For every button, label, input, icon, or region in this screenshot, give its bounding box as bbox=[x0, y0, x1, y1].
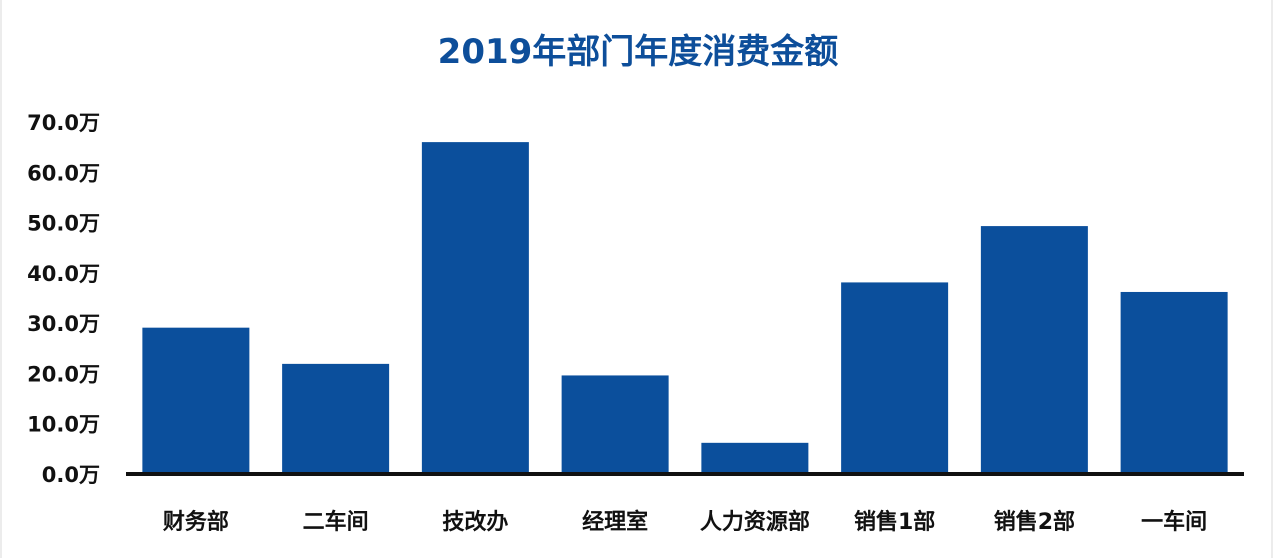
x-category-label: 一车间 bbox=[1141, 509, 1207, 535]
x-category-label: 经理室 bbox=[582, 509, 648, 535]
bar bbox=[701, 442, 809, 474]
x-axis-labels: 财务部 二车间 技改办 经理室 人力资源部 销售1部 销售2部 一车间 bbox=[163, 509, 1207, 535]
bar bbox=[561, 375, 669, 474]
y-tick-label: 60.0万 bbox=[27, 161, 100, 185]
y-tick-label: 70.0万 bbox=[27, 111, 100, 135]
x-category-label: 人力资源部 bbox=[700, 509, 810, 535]
y-axis-ticks: 0.0万 10.0万 20.0万 30.0万 40.0万 50.0万 60.0万 70.0万 bbox=[27, 111, 100, 487]
y-tick-label: 50.0万 bbox=[27, 212, 100, 236]
y-tick-label: 10.0万 bbox=[27, 413, 100, 437]
bar bbox=[841, 282, 949, 474]
bar-series bbox=[142, 142, 1228, 474]
x-category-label: 财务部 bbox=[163, 509, 229, 535]
bar bbox=[282, 363, 390, 474]
x-category-label: 技改办 bbox=[442, 509, 508, 535]
x-category-label: 二车间 bbox=[303, 509, 369, 535]
y-tick-label: 40.0万 bbox=[27, 262, 100, 286]
bar bbox=[980, 226, 1088, 474]
y-tick-label: 30.0万 bbox=[27, 312, 100, 336]
x-category-label: 销售1部 bbox=[854, 509, 935, 535]
y-tick-label: 20.0万 bbox=[27, 362, 100, 386]
bar bbox=[142, 327, 250, 474]
chart-title: 2019年部门年度消费金额 bbox=[438, 32, 839, 72]
bar bbox=[1120, 291, 1228, 474]
x-category-label: 销售2部 bbox=[994, 509, 1075, 535]
bar bbox=[421, 142, 529, 474]
y-tick-label: 0.0万 bbox=[42, 463, 100, 487]
